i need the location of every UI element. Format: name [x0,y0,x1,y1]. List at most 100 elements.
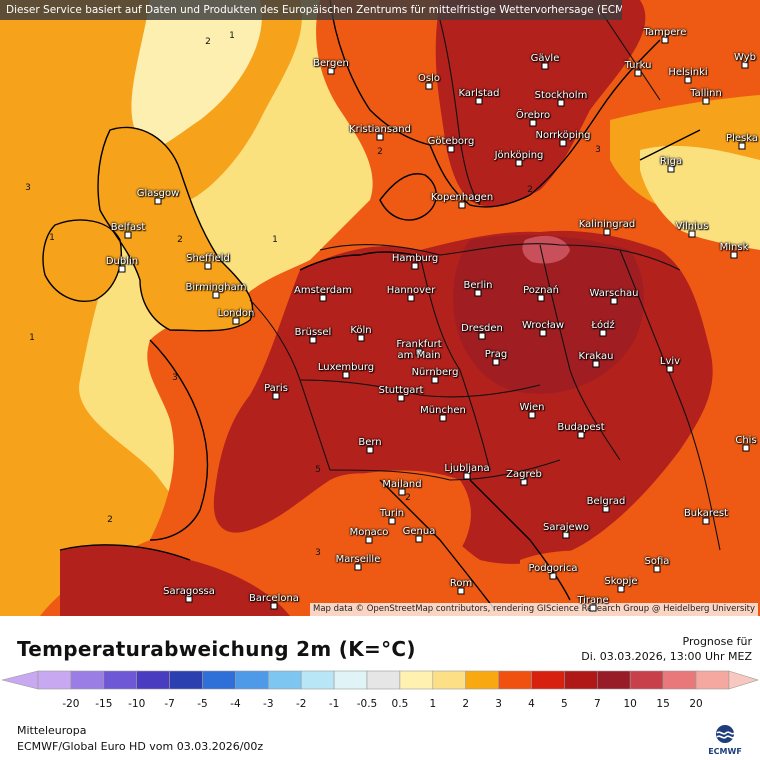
city-label: Helsinki [668,67,708,78]
city-label: Oslo [418,73,440,84]
legend-arrow-high [728,670,760,690]
city-marker [327,67,335,75]
anomaly-zone-5-7c [60,544,290,616]
model-run-label: ECMWF/Global Euro HD vom 03.03.2026/00z [17,740,264,753]
legend-tick-label: -5 [197,698,207,710]
city-label: Bergen [313,58,349,69]
city-marker [603,228,611,236]
city-marker [407,294,415,302]
legend-tick-label: 20 [689,698,702,710]
city-label: Berlin [463,280,493,291]
city-marker [738,142,746,150]
city-label: Stockholm [534,90,588,101]
city-marker [634,69,642,77]
city-label: Belfast [110,222,146,233]
city-marker [492,358,500,366]
city-marker [666,365,674,373]
ireland-anomaly [43,220,122,302]
city-marker [667,165,675,173]
city-label: Wien [519,402,545,413]
city-marker [319,294,327,302]
balkan-anomaly [520,550,760,616]
city-label: Saragossa [163,586,215,597]
weather-map[interactable]: Dieser Service basiert auf Daten und Pro… [0,0,760,616]
city-label: Warschau [589,288,639,299]
isoline-label: 3 [172,373,178,383]
legend-tick-label: 2 [462,698,469,710]
legend-swatch [564,670,598,690]
city-marker [415,535,423,543]
map-data-credit[interactable]: Map data © OpenStreetMap contributors, r… [310,603,758,616]
city-label: Zagreb [506,469,542,480]
city-marker [388,517,396,525]
city-label: Kaliningrad [578,219,636,230]
city-marker [549,572,557,580]
city-marker [559,139,567,147]
isoline-label: 2 [377,147,383,157]
legend-swatch [37,670,72,690]
ecmwf-logo-text: ECMWF [708,747,742,756]
city-marker [592,360,600,368]
city-marker [397,394,405,402]
city-marker [415,348,423,356]
city-marker [447,145,455,153]
city-marker [730,251,738,259]
city-marker [478,332,486,340]
city-label: Turin [379,508,405,519]
legend-arrow-low [1,670,39,690]
ecmwf-logo: ECMWF [708,724,742,756]
city-marker [742,444,750,452]
city-label: Brüssel [294,327,332,338]
city-marker [272,392,280,400]
legend-swatch [695,670,730,690]
legend-swatch [103,670,138,690]
city-marker [185,595,193,603]
city-label: Amsterdam [293,285,353,296]
city-marker [515,159,523,167]
city-marker [577,431,585,439]
city-label: Gävle [530,53,560,64]
city-label: Örebro [515,110,551,121]
city-marker [602,505,610,513]
city-label: Frankfurt am Main [396,339,442,361]
city-marker [599,329,607,337]
city-label: Pleska [726,133,758,144]
legend-swatch [169,670,203,690]
city-label: Mailand [382,479,422,490]
city-label: Lviv [659,356,681,367]
legend-swatch [629,670,664,690]
legend-tick-label: 5 [561,698,568,710]
city-marker [474,289,482,297]
legend-swatch [531,670,565,690]
city-label: Göteborg [427,136,475,147]
city-label: Belgrad [586,496,626,507]
city-marker [702,517,710,525]
isoline-label: 3 [595,145,601,155]
isoline-label: 1 [29,333,35,343]
city-label: London [217,308,255,319]
city-marker [232,317,240,325]
legend-swatch [399,670,434,690]
city-marker [439,414,447,422]
coastlines [42,0,701,611]
city-marker [684,76,692,84]
ecmwf-attribution-banner: Dieser Service basiert auf Daten und Pro… [0,0,622,20]
city-label: Minsk [719,242,749,253]
legend-tick-label: 15 [656,698,669,710]
city-marker [529,119,537,127]
city-label: Glasgow [136,188,180,199]
legend-swatch [267,670,302,690]
city-label: Luxemburg [317,362,375,373]
forecast-time: Prognose für Di. 03.03.2026, 13:00 Uhr M… [581,634,752,664]
temperature-anomaly-field [0,0,760,616]
isoline-label: 1 [49,233,55,243]
city-label: Genua [402,526,436,537]
legend-swatch [202,670,236,690]
city-marker [520,478,528,486]
legend-swatch [136,670,170,690]
city-marker [204,262,212,270]
city-label: Jönköping [494,150,544,161]
city-label: Podgorica [528,563,578,574]
city-marker [398,488,406,496]
city-marker [411,262,419,270]
